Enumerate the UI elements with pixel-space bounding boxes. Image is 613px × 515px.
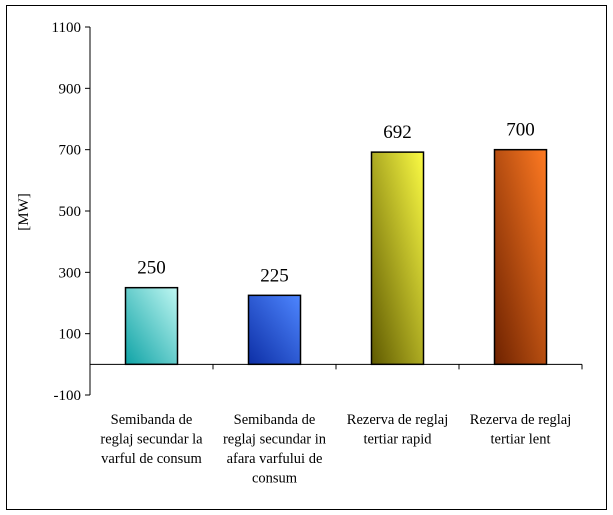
x-tick-label: Rezerva de reglaj tertiar lent	[470, 412, 571, 448]
data-label: 700	[506, 120, 535, 141]
data-label: 692	[383, 122, 412, 143]
x-tick-label: Semibanda de reglaj secundar in afara varf…	[223, 412, 327, 487]
bar	[124, 286, 179, 366]
bars	[124, 148, 548, 366]
y-tick-label: 100	[59, 327, 82, 343]
data-label: 225	[260, 265, 289, 286]
data-label: 250	[137, 258, 166, 279]
labels: 250 Semibanda de reglaj secundar la varful …	[100, 120, 571, 487]
y-tick-label: 500	[59, 204, 82, 220]
y-axis-label: [MW]	[16, 193, 32, 231]
y-tick-label: 700	[59, 143, 82, 159]
bar	[493, 148, 548, 366]
y-tick-label: 1100	[52, 20, 81, 36]
x-tick-label: Rezerva de reglaj tertiar rapid	[347, 412, 448, 448]
y-tick-label: 900	[59, 81, 82, 97]
bar	[370, 151, 425, 366]
bar	[247, 294, 302, 366]
y-tick-label: 300	[59, 265, 82, 281]
x-tick-label: Semibanda de reglaj secundar la varful de …	[100, 412, 203, 467]
y-tick-label: -100	[54, 388, 82, 404]
